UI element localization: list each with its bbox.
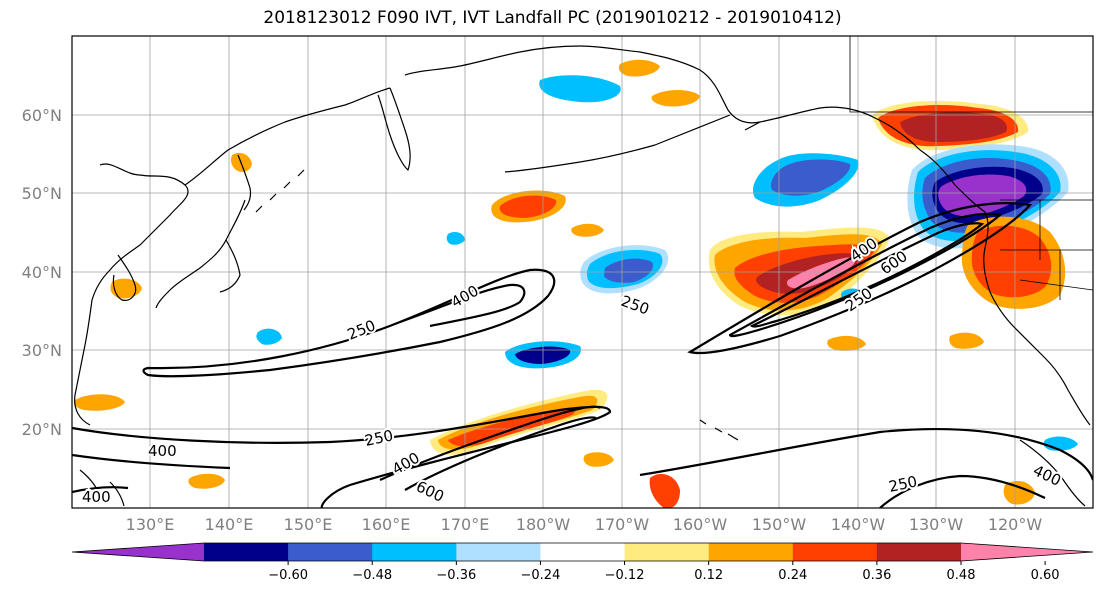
colorbar: −0.60 −0.48 −0.36 −0.24 −0.12 0.12 0.24 0.36 0.4…: [71, 542, 1094, 583]
kuril-islands: [255, 169, 305, 213]
north-america-coastline: [919, 149, 1091, 426]
lat-label-20n: 20°N: [22, 420, 62, 439]
colorbar-outline: [71, 542, 1094, 562]
borders: [849, 36, 1093, 300]
colorbar-tick-label: −0.12: [605, 568, 645, 583]
coastlines: [74, 45, 1091, 507]
graticule: [72, 36, 1093, 508]
positive-anomaly-region: [827, 335, 866, 351]
negative-anomaly-region: [771, 159, 851, 196]
ivt-contour-250: [142, 268, 556, 378]
lon-label: 140°E: [205, 515, 254, 534]
negative-anomaly-region: [539, 75, 621, 103]
map-area: 250 400 250 400 600 250 250 400 400 600 …: [72, 36, 1093, 508]
positive-anomaly-region: [188, 473, 225, 489]
colorbar-extension-high: [961, 543, 1093, 561]
ivt-contour-400: [72, 405, 601, 482]
colorbar-tick-label: 0.36: [862, 568, 891, 583]
ivt-contour-400: [728, 212, 1003, 338]
colorbar-bin: [876, 543, 962, 561]
lat-label-60n: 60°N: [22, 106, 62, 125]
positive-anomaly-region: [1003, 480, 1035, 505]
negative-anomaly-region: [938, 174, 1027, 217]
positive-anomaly-region: [971, 225, 1052, 298]
us-state-borders: [1000, 200, 1093, 300]
colorbar-bin: [372, 543, 457, 561]
lat-label-40n: 40°N: [22, 263, 62, 282]
colorbar-tick-label: −0.24: [521, 568, 561, 583]
positive-anomaly-region: [949, 332, 984, 349]
colorbar-bin: [540, 543, 626, 561]
contour-label: 400: [82, 488, 111, 506]
lon-label: 170°W: [595, 515, 650, 534]
hawaii-islands: [699, 419, 739, 441]
positive-anomaly-region: [618, 59, 660, 77]
mexico-coastline: [1019, 439, 1086, 507]
positive-anomaly-region: [499, 195, 557, 218]
ivt-contour-400: [879, 474, 1046, 508]
aleutian-islands: [504, 114, 761, 173]
longitude-labels: 130°E 140°E 150°E 160°E 170°E 180°W 170°…: [126, 515, 1043, 534]
colorbar-tick-label: −0.36: [436, 568, 476, 583]
lat-label-30n: 30°N: [22, 341, 62, 360]
negative-anomaly-region: [446, 232, 465, 245]
japan-coastline: [155, 199, 246, 309]
positive-anomaly-region: [571, 223, 604, 237]
map-title: 2018123012 F090 IVT, IVT Landfall PC (20…: [263, 8, 842, 28]
sakhalin-coastline: [237, 154, 252, 211]
negative-anomaly-region: [604, 258, 653, 283]
ivt-contours: [72, 202, 1093, 508]
positive-anomaly-region: [649, 474, 680, 508]
ivt-contour-400: [399, 283, 526, 328]
lon-label: 180°W: [516, 515, 571, 534]
positive-anomaly-region: [900, 112, 1008, 142]
lon-label: 140°W: [831, 515, 886, 534]
lon-label: 150°E: [284, 515, 333, 534]
colorbar-bin: [456, 543, 541, 561]
contour-label: 400: [148, 442, 177, 460]
lon-label: 160°W: [673, 515, 728, 534]
colorbar-tick-label: −0.48: [352, 568, 392, 583]
ivt-contour-250: [639, 427, 1093, 481]
philippines-coastline: [79, 469, 125, 507]
bering-coastline: [404, 45, 641, 76]
ivt-contour-600: [72, 486, 129, 494]
colorbar-tick-label: 0.12: [694, 568, 723, 583]
latitude-labels: 60°N 50°N 40°N 30°N 20°N: [22, 106, 62, 439]
positive-anomaly-region: [583, 452, 614, 467]
lon-label: 160°E: [362, 515, 411, 534]
colorbar-extension-low: [72, 543, 204, 561]
okhotsk-coastline: [184, 87, 391, 186]
positive-anomaly-region: [448, 407, 576, 447]
kamchatka-coastline: [377, 87, 411, 171]
positive-anomaly-region: [74, 394, 125, 411]
lon-label: 130°E: [126, 515, 175, 534]
lat-label-50n: 50°N: [22, 184, 62, 203]
colorbar-tick-label: 0.60: [1031, 568, 1060, 583]
colorbar-bin: [792, 543, 878, 561]
colorbar-tick-label: −0.60: [268, 568, 308, 583]
ivt-contour-250: [687, 202, 1033, 355]
korea-coastline: [112, 254, 137, 301]
colorbar-bin: [624, 543, 710, 561]
positive-anomaly-region: [651, 90, 700, 107]
alaska-canada-border: [849, 36, 1093, 113]
colorbar-tick-label: 0.24: [778, 568, 807, 583]
ivt-contour-600: [404, 416, 597, 491]
lon-label: 150°W: [752, 515, 807, 534]
lon-label: 170°E: [441, 515, 490, 534]
asia-coastline: [74, 163, 189, 426]
lon-label: 120°W: [988, 515, 1043, 534]
colorbar-bin: [708, 543, 794, 561]
map-frame: [71, 35, 1094, 509]
ivt-contour-600: [749, 222, 985, 328]
lon-label: 130°W: [909, 515, 964, 534]
colorbar-bin: [204, 543, 289, 561]
colorbar-bin: [288, 543, 373, 561]
negative-anomaly-region: [256, 328, 282, 345]
colorbar-tick-label: 0.48: [947, 568, 976, 583]
